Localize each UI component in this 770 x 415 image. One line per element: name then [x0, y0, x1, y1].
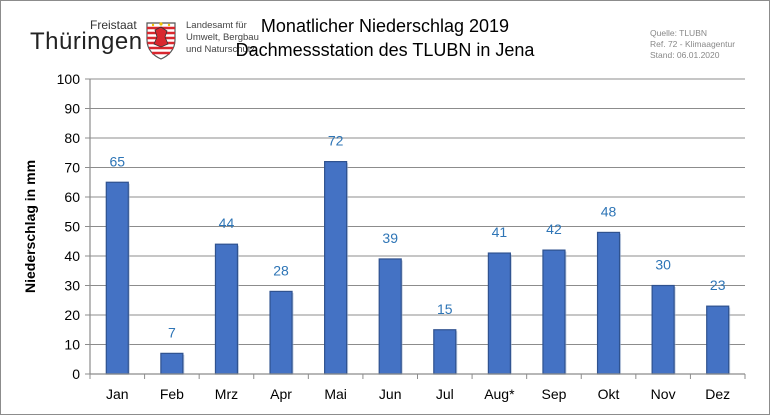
data-label: 42	[546, 221, 562, 237]
bar-Jul	[433, 329, 457, 375]
x-tick-label: Sep	[541, 386, 566, 402]
y-tick-label: 10	[64, 337, 80, 353]
y-axis-label: Niederschlag in mm	[22, 160, 38, 293]
y-tick-label: 90	[64, 101, 80, 117]
data-label: 23	[710, 277, 726, 293]
logo-freistaat: Freistaat	[90, 18, 137, 32]
x-tick-label: Jul	[436, 386, 454, 402]
x-tick-label: Okt	[598, 386, 620, 402]
bar-Sep	[542, 249, 566, 375]
thueringen-logo: Freistaat Thüringen Landesamt für Umwelt…	[28, 18, 278, 66]
bar-Jan	[105, 181, 129, 375]
bars	[105, 161, 731, 375]
y-axis-ticks: 0 10 20 30 40 50 60 70 80 90 100	[57, 71, 90, 382]
x-tick-label: Feb	[160, 386, 184, 402]
data-label: 41	[492, 224, 508, 240]
x-tick-label: Aug*	[484, 386, 515, 402]
source-line: Quelle: TLUBN	[650, 28, 708, 38]
x-tick-label: Mrz	[215, 386, 238, 402]
bar-Jun	[378, 258, 402, 375]
chart-title: Monatlicher Niederschlag 2019	[260, 16, 510, 36]
x-tick-label: Apr	[270, 386, 292, 402]
data-label: 30	[655, 257, 671, 273]
y-tick-label: 20	[64, 307, 80, 323]
data-label: 72	[328, 133, 344, 149]
agency-line-1: Landesamt für	[186, 20, 247, 31]
bar-Feb	[160, 352, 184, 375]
x-tick-label: Jun	[379, 386, 402, 402]
x-tick-label: Nov	[651, 386, 676, 402]
agency-line-3: und Naturschutz	[186, 44, 256, 55]
data-label: 48	[601, 203, 617, 219]
date-line: Stand: 06.01.2020	[650, 50, 720, 60]
y-tick-label: 40	[64, 248, 80, 264]
x-tick-label: Jan	[106, 386, 129, 402]
y-tick-label: 50	[64, 219, 80, 235]
y-tick-label: 0	[72, 366, 80, 382]
chart-subtitle: Dachmessstation des TLUBN in Jena	[235, 40, 535, 60]
data-label: 44	[219, 215, 235, 231]
x-tick-label: Mai	[324, 386, 347, 402]
agency-line-2: Umwelt, Bergbau	[186, 32, 259, 43]
bar-Dez	[706, 305, 730, 375]
bar-Okt	[596, 231, 621, 375]
data-labels: 65 7 44 28 72 39 15 41 42 48 30 23	[110, 133, 726, 341]
data-label: 65	[110, 153, 126, 169]
x-axis-ticks: Jan Feb Mrz Apr Mai Jun Jul Aug* Sep Okt Nov Dez	[89, 374, 746, 402]
bar-Nov	[651, 284, 675, 375]
y-tick-label: 80	[64, 130, 80, 146]
bar-Apr	[269, 290, 293, 375]
x-tick-label: Dez	[705, 386, 730, 402]
data-label: 7	[168, 324, 176, 340]
gridlines	[90, 78, 745, 345]
bar-Aug	[487, 252, 511, 375]
reference-line: Ref. 72 - Klimaagentur	[650, 39, 736, 49]
data-label: 15	[437, 301, 453, 317]
y-tick-label: 100	[57, 71, 81, 87]
logo-thueringen: Thüringen	[30, 28, 143, 55]
bar-Mrz	[214, 243, 239, 375]
data-label: 39	[382, 230, 398, 246]
y-tick-label: 70	[64, 160, 80, 176]
coat-of-arms-icon	[146, 22, 176, 60]
bar-Mai	[324, 161, 348, 375]
y-tick-label: 30	[64, 278, 80, 294]
data-label: 28	[273, 262, 289, 278]
y-tick-label: 60	[64, 189, 80, 205]
